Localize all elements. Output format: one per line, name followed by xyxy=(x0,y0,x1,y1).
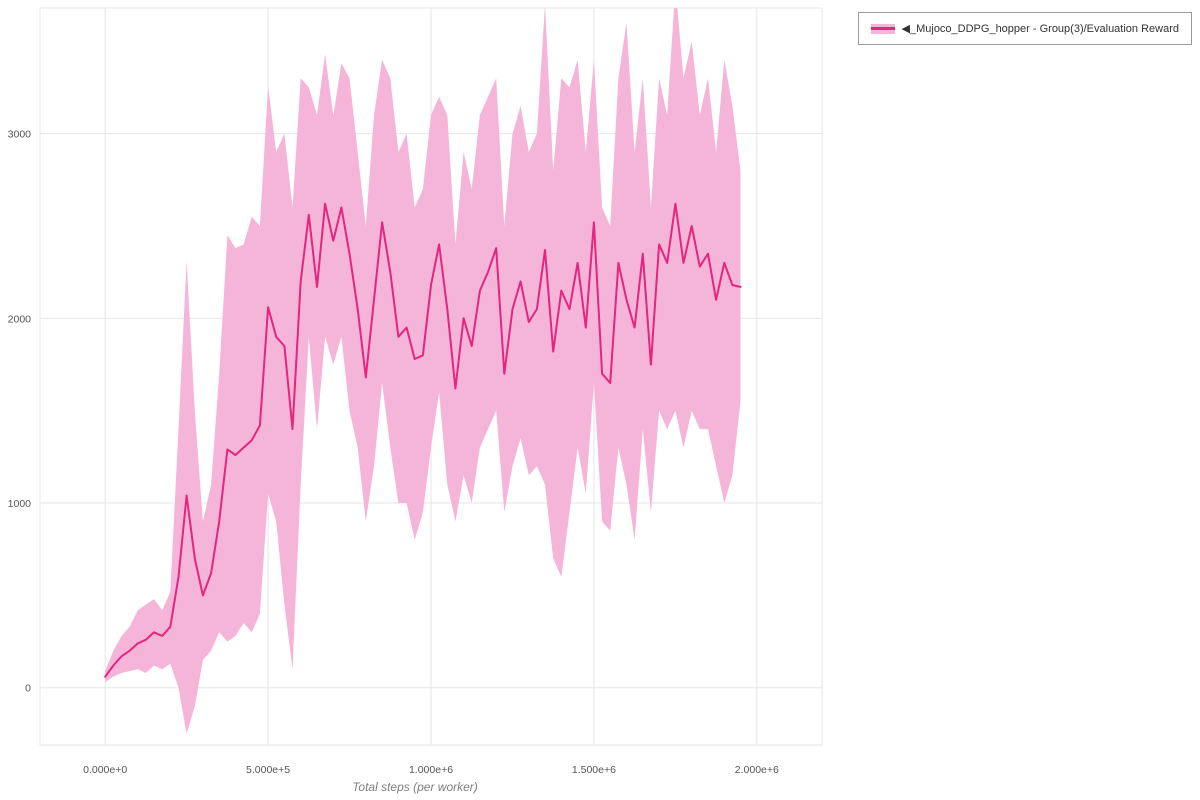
plot-svg[interactable]: 0 1000 2000 3000 0.000e+0 5.000e+5 1.000e+6 1.5… xyxy=(0,0,830,800)
y-tick-label: 3000 xyxy=(8,129,32,141)
legend-line-swatch xyxy=(870,27,895,30)
x-tick-label: 2.000e+6 xyxy=(735,764,779,776)
x-tick-label: 5.000e+5 xyxy=(246,764,290,776)
legend-swatch-icon xyxy=(870,23,895,35)
x-tick-label: 1.500e+6 xyxy=(572,764,616,776)
x-tick-label: 0.000e+0 xyxy=(83,764,127,776)
y-tick-label: 1000 xyxy=(8,498,32,510)
y-tick-label: 2000 xyxy=(8,313,32,325)
mean-line xyxy=(104,202,742,678)
x-tick-label: 1.000e+6 xyxy=(409,764,453,776)
confidence-band xyxy=(105,8,741,734)
legend[interactable]: ◀_Mujoco_DDPG_hopper - Group(3)/Evaluati… xyxy=(857,12,1192,45)
chart: 0 1000 2000 3000 0.000e+0 5.000e+5 1.000e+6 1.5… xyxy=(0,0,830,800)
y-tick-label: 0 xyxy=(25,683,31,695)
legend-label: ◀_Mujoco_DDPG_hopper - Group(3)/Evaluati… xyxy=(901,23,1179,35)
plot-frame xyxy=(39,7,823,746)
